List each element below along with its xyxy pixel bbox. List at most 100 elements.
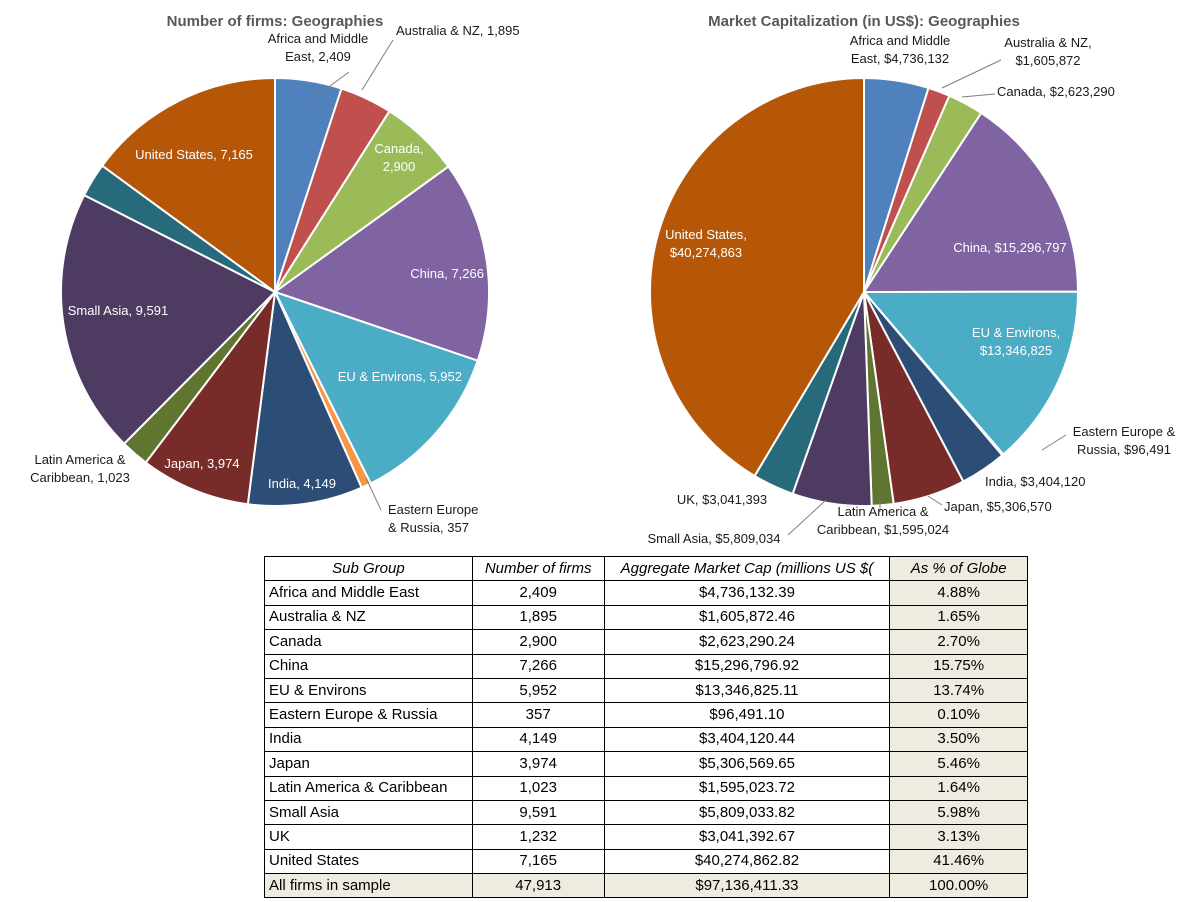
cell-market-cap: $40,274,862.82: [603, 848, 891, 875]
cell-market-cap: $4,736,132.39: [603, 580, 891, 606]
cell-sub-group: Australia & NZ: [264, 604, 473, 631]
table-row: Japan 3,974 $5,306,569.65 5.46%: [264, 751, 1028, 777]
data-label-eu-environs: EU & Environs, 5,952: [338, 369, 462, 384]
cell-market-cap: $2,623,290.24: [603, 629, 891, 655]
data-label-africa-and-middle-east: Africa and Middle East, $4,736,132: [850, 33, 950, 66]
leader-line: [787, 499, 827, 536]
leader-line: [310, 71, 350, 101]
pie-slice-japan: [144, 288, 277, 506]
cell-pct-of-globe: 4.88%: [889, 580, 1028, 606]
cell-pct-of-globe: 1.64%: [889, 775, 1028, 801]
table-total-row: All firms in sample 47,913 $97,136,411.33 1…: [264, 873, 1028, 899]
data-label-united-states: United States, $40,274,863: [665, 227, 747, 260]
total-cell-pct-of-globe: 100.00%: [889, 873, 1028, 899]
cell-market-cap: $5,809,033.82: [603, 799, 891, 826]
leader-line: [1041, 434, 1067, 451]
cell-number-of-firms: 5,952: [471, 677, 605, 704]
data-label-japan: Japan, 3,974: [164, 456, 239, 471]
cell-pct-of-globe: 3.50%: [889, 726, 1028, 753]
table-row: Eastern Europe & Russia 357 $96,491.10 0.10…: [264, 702, 1028, 728]
pie-slice-eu-environs: [273, 290, 479, 485]
table-row: Australia & NZ 1,895 $1,605,872.46 1.65%: [264, 604, 1028, 631]
cell-market-cap: $15,296,796.92: [603, 653, 891, 679]
table-header-row: Sub Group Number of firms Aggregate Mark…: [264, 555, 1028, 582]
cell-sub-group: Eastern Europe & Russia: [264, 702, 473, 728]
pie-slice-china: [272, 165, 490, 362]
data-label-united-states: United States, 7,165: [135, 147, 253, 162]
cell-number-of-firms: 357: [471, 702, 605, 728]
pie-slice-united-states: [100, 76, 276, 294]
table-row: United States 7,165 $40,274,862.82 41.46%: [264, 848, 1028, 875]
data-label-australia-nz: Australia & NZ, 1,895: [396, 23, 520, 38]
pie-chart-market-cap: Market Capitalization (in US$): Geograph…: [648, 13, 1176, 546]
header-number-of-firms: Number of firms: [471, 555, 605, 582]
table-row: UK 1,232 $3,041,392.67 3.13%: [264, 824, 1028, 850]
leader-line: [361, 39, 394, 91]
table-row: Canada 2,900 $2,623,290.24 2.70%: [264, 629, 1028, 655]
cell-sub-group: Latin America & Caribbean: [264, 775, 473, 801]
data-label-australia-nz: Australia & NZ, $1,605,872: [1004, 35, 1091, 68]
leader-line: [365, 477, 382, 511]
leader-line: [941, 59, 1002, 89]
data-label-eastern-europe-russia: Eastern Europe & Russia, 357: [388, 502, 478, 535]
cell-sub-group: Small Asia: [264, 799, 473, 826]
data-label-small-asia: Small Asia, $5,809,034: [648, 531, 781, 546]
data-label-eu-environs: EU & Environs, $13,346,825: [972, 325, 1060, 358]
pie-slice-india: [246, 288, 363, 507]
cell-number-of-firms: 4,149: [471, 726, 605, 753]
total-cell-number-of-firms: 47,913: [471, 873, 605, 899]
cell-market-cap: $5,306,569.65: [603, 751, 891, 777]
cell-number-of-firms: 7,165: [471, 848, 605, 875]
data-label-india: India, 4,149: [268, 476, 336, 491]
header-sub-group: Sub Group: [264, 555, 473, 582]
data-label-china: China, 7,266: [410, 266, 484, 281]
charts-canvas: Number of firms: Geographies Africa and …: [30, 13, 1176, 546]
cell-sub-group: Africa and Middle East: [264, 580, 473, 606]
total-cell-market-cap: $97,136,411.33: [603, 873, 891, 899]
cell-pct-of-globe: 3.13%: [889, 824, 1028, 850]
data-label-latin-america-caribbean: Latin America & Caribbean, $1,595,024: [817, 504, 949, 537]
data-label-africa-and-middle-east: Africa and Middle East, 2,409: [268, 31, 368, 64]
table-row: Africa and Middle East 2,409 $4,736,132.39…: [264, 580, 1028, 606]
cell-pct-of-globe: 41.46%: [889, 848, 1028, 875]
data-label-eastern-europe-russia: Eastern Europe & Russia, $96,491: [1073, 424, 1176, 457]
pie1-title: Number of firms: Geographies: [167, 13, 384, 30]
data-label-china: China, $15,296,797: [953, 240, 1066, 255]
pie-slice-united-states: [649, 76, 865, 478]
data-label-india: India, $3,404,120: [985, 474, 1085, 489]
cell-pct-of-globe: 15.75%: [889, 653, 1028, 679]
cell-market-cap: $96,491.10: [603, 702, 891, 728]
data-label-canada: Canada, $2,623,290: [997, 84, 1115, 99]
pie-slice-small-asia: [60, 193, 277, 446]
cell-pct-of-globe: 13.74%: [889, 677, 1028, 704]
cell-number-of-firms: 1,895: [471, 604, 605, 631]
cell-number-of-firms: 7,266: [471, 653, 605, 679]
cell-sub-group: UK: [264, 824, 473, 850]
cell-sub-group: Japan: [264, 751, 473, 777]
cell-sub-group: China: [264, 653, 473, 679]
cell-market-cap: $1,605,872.46: [603, 604, 891, 631]
cell-market-cap: $1,595,023.72: [603, 775, 891, 801]
cell-sub-group: India: [264, 726, 473, 753]
cell-pct-of-globe: 0.10%: [889, 702, 1028, 728]
cell-number-of-firms: 2,409: [471, 580, 605, 606]
pie-chart-number-of-firms: Number of firms: Geographies Africa and …: [30, 13, 519, 535]
cell-number-of-firms: 1,023: [471, 775, 605, 801]
table-body: Africa and Middle East 2,409 $4,736,132.39…: [264, 580, 1028, 899]
cell-market-cap: $3,041,392.67: [603, 824, 891, 850]
data-label-japan: Japan, $5,306,570: [944, 499, 1052, 514]
pie-slice-eu-environs: [861, 290, 1080, 456]
cell-number-of-firms: 9,591: [471, 799, 605, 826]
table-row: China 7,266 $15,296,796.92 15.75%: [264, 653, 1028, 679]
data-label-small-asia: Small Asia, 9,591: [68, 303, 168, 318]
cell-number-of-firms: 2,900: [471, 629, 605, 655]
header-aggregate-market-cap: Aggregate Market Cap (millions US $(: [603, 555, 891, 582]
cell-number-of-firms: 1,232: [471, 824, 605, 850]
pie-slice-china: [862, 111, 1080, 294]
cell-sub-group: United States: [264, 848, 473, 875]
cell-market-cap: $3,404,120.44: [603, 726, 891, 753]
cell-pct-of-globe: 2.70%: [889, 629, 1028, 655]
table-row: EU & Environs 5,952 $13,346,825.11 13.74%: [264, 677, 1028, 704]
table-row: Latin America & Caribbean 1,023 $1,595,023…: [264, 775, 1028, 801]
cell-number-of-firms: 3,974: [471, 751, 605, 777]
